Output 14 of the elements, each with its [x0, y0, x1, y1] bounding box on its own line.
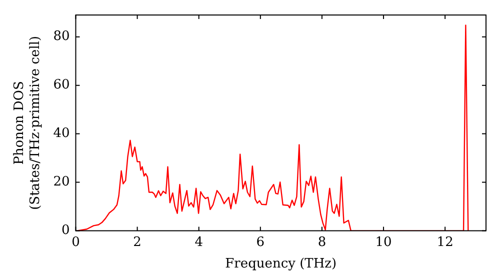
x-tick-label: 0 — [72, 234, 80, 250]
x-tick-label: 2 — [133, 234, 142, 250]
x-axis-title: Frequency (THz) — [225, 256, 337, 272]
y-tick-label: 0 — [61, 223, 70, 238]
y-tick-label: 40 — [53, 126, 70, 142]
x-tick-label: 6 — [256, 234, 265, 250]
y-axis-title: Phonon DOS (States/THz·primitive cell) — [12, 36, 43, 210]
y-tick-label: 80 — [53, 29, 70, 44]
y-tick-label: 20 — [53, 174, 70, 190]
x-tick-label: 4 — [194, 234, 203, 250]
x-tick-label: 8 — [318, 234, 326, 250]
y-tick-label: 60 — [53, 78, 70, 93]
x-tick-label: 10 — [375, 234, 392, 250]
x-tick-label: 12 — [436, 234, 454, 250]
